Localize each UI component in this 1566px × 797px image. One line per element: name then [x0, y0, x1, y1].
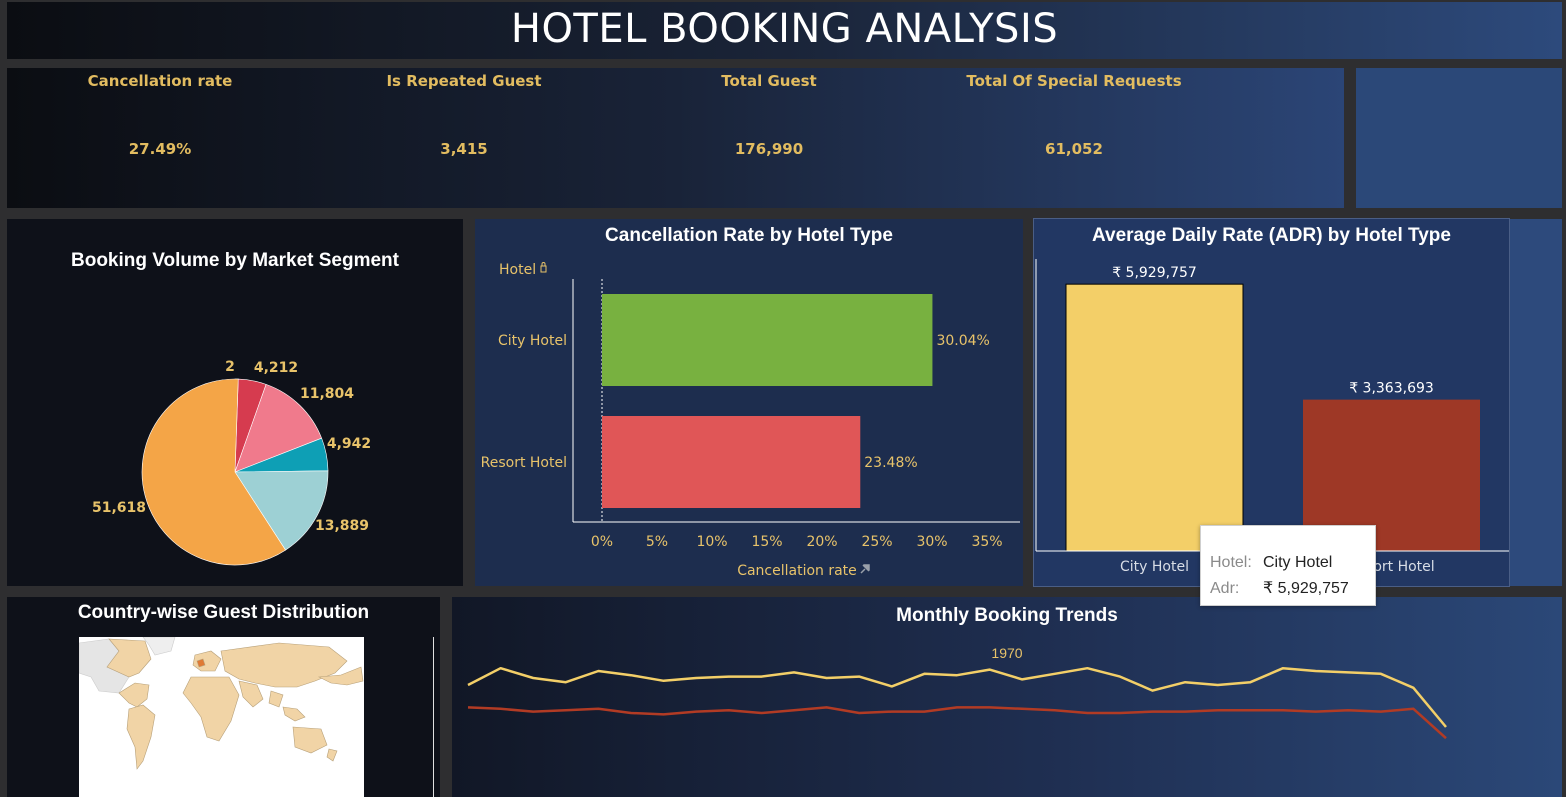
trend-line-chart[interactable] — [452, 597, 1562, 797]
pie-data-label: 4,942 — [327, 436, 371, 452]
tooltip-adr-row: Adr: ₹ 5,929,757 — [1210, 578, 1349, 598]
adr-value-label: ₹ 3,363,693 — [1349, 381, 1434, 397]
pie-data-label: 2 — [225, 359, 235, 375]
cancellation-bar-chart[interactable]: Hotel Cancellation rate 0% 5% 10% 15% 20% 25%… — [475, 219, 1023, 586]
adr-category-label: City Hotel — [1120, 559, 1189, 575]
adr-bar[interactable] — [1065, 283, 1244, 552]
pie-chart-panel: Booking Volume by Market Segment 2 4,212 1… — [7, 219, 463, 586]
dashboard-title: HOTEL BOOKING ANALYSIS — [510, 6, 1059, 52]
x-axis-label: Cancellation rate — [737, 563, 857, 579]
x-tick-label: 30% — [916, 534, 947, 550]
pie-slice[interactable] — [234, 383, 323, 473]
kpi-panel: Cancellation rate 27.49% Is Repeated Gue… — [7, 68, 1344, 208]
x-tick-label: 35% — [971, 534, 1002, 550]
x-tick-label: 10% — [696, 534, 727, 550]
y-category-label: City Hotel — [498, 333, 567, 349]
trend-series-line[interactable] — [467, 706, 1447, 740]
bar-value-label: 30.04% — [936, 333, 989, 349]
cancellation-chart-panel: Cancellation Rate by Hotel Type Hotel Ca… — [475, 219, 1023, 586]
pie-data-label: 51,618 — [92, 500, 146, 516]
pie-data-label: 4,212 — [254, 360, 298, 376]
adr-chart-title: Average Daily Rate (ADR) by Hotel Type — [1092, 225, 1451, 246]
world-map[interactable] — [79, 637, 364, 797]
tooltip-adr-value: ₹ 5,929,757 — [1263, 580, 1349, 597]
kpi-label: Total Of Special Requests — [966, 72, 1182, 90]
map-divider — [433, 637, 434, 797]
adr-tooltip: Hotel: City Hotel Adr: ₹ 5,929,757 — [1200, 525, 1376, 606]
kpi-value: 3,415 — [440, 140, 488, 158]
lock-icon — [540, 262, 547, 273]
adr-value-label: ₹ 5,929,757 — [1112, 265, 1197, 281]
kpi-value: 176,990 — [734, 140, 804, 158]
cancellation-chart-title: Cancellation Rate by Hotel Type — [605, 225, 893, 246]
bar-value-label: 23.48% — [864, 455, 917, 471]
x-tick-label: 15% — [751, 534, 782, 550]
x-tick-label: 5% — [646, 534, 668, 550]
trend-series-line[interactable] — [467, 666, 1447, 728]
x-tick-label: 25% — [861, 534, 892, 550]
adr-side-strip — [1510, 219, 1562, 586]
pie-slice[interactable] — [141, 378, 286, 566]
tooltip-hotel-key: Hotel: — [1210, 554, 1252, 571]
cancellation-bar[interactable] — [602, 416, 861, 508]
cancellation-bar[interactable] — [602, 294, 933, 386]
kpi-value: 27.49% — [128, 140, 192, 158]
tooltip-hotel-row: Hotel: City Hotel — [1210, 554, 1332, 572]
tooltip-adr-key: Adr: — [1210, 580, 1240, 597]
trend-year-label: 1970 — [991, 645, 1023, 661]
y-category-label: Resort Hotel — [481, 455, 567, 471]
map-title: Country-wise Guest Distribution — [77, 602, 370, 623]
pie-data-label: 13,889 — [315, 518, 369, 534]
pin-icon[interactable] — [860, 564, 870, 574]
pie-data-label: 11,804 — [300, 386, 354, 402]
x-tick-label: 0% — [591, 534, 613, 550]
tooltip-hotel-value: City Hotel — [1263, 554, 1333, 571]
kpi-label: Total Guest — [721, 72, 817, 90]
trend-chart-title: Monthly Booking Trends — [896, 605, 1118, 626]
trend-chart-panel: Monthly Booking Trends 1970 — [452, 597, 1562, 797]
kpi-label: Cancellation rate — [87, 72, 233, 90]
pie-slice[interactable] — [234, 470, 329, 551]
kpi-side-panel — [1356, 68, 1562, 208]
hotel-axis-header: Hotel — [499, 262, 536, 278]
kpi-label: Is Repeated Guest — [386, 72, 542, 90]
title-bar: HOTEL BOOKING ANALYSIS — [7, 2, 1562, 59]
kpi-value: 61,052 — [1045, 140, 1103, 158]
pie-chart-title: Booking Volume by Market Segment — [71, 250, 399, 271]
x-tick-label: 20% — [806, 534, 837, 550]
map-panel: Country-wise Guest Distribution — [7, 597, 440, 797]
